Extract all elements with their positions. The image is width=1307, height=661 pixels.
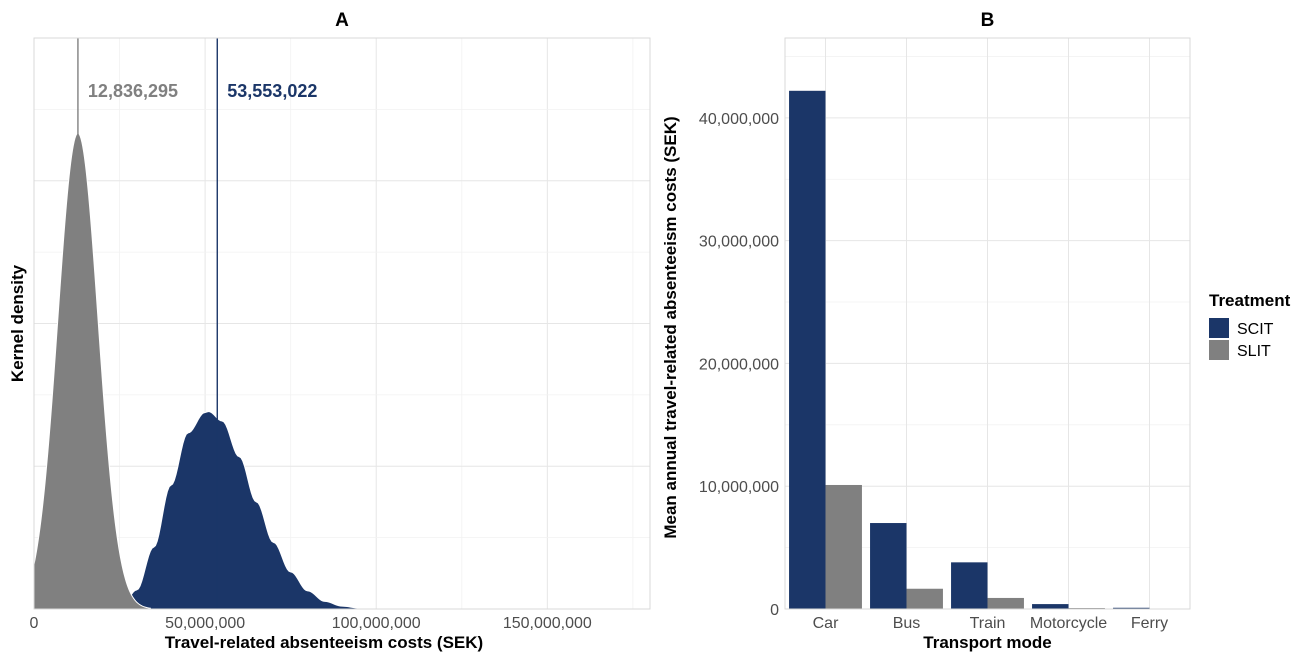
panel-a-density-plot: 12,836,295 53,553,022 0 50,000,000 100,000,… [8,10,650,652]
panel-a-title: A [335,10,349,31]
x-tick-label: 50,000,000 [165,615,245,632]
panel-b-x-tick-labels: Car Bus Train Motorcycle Ferry [813,615,1169,632]
legend-label-slit: SLIT [1237,343,1271,360]
y-tick-label: 10,000,000 [699,479,779,496]
mean-label-scit: 53,553,022 [227,81,317,101]
panel-a-x-tick-labels: 0 50,000,000 100,000,000 150,000,000 [30,615,592,632]
x-tick-label: Motorcycle [1030,615,1107,632]
bar-motorcycle-scit [1032,604,1068,609]
bar-car-scit [789,91,825,609]
legend-swatch-slit [1209,340,1229,360]
legend-label-scit: SCIT [1237,321,1274,338]
bar-car-slit [826,485,862,609]
x-tick-label: Train [970,615,1006,632]
mean-label-slit: 12,836,295 [88,81,178,101]
y-tick-label: 20,000,000 [699,356,779,373]
x-tick-label: Car [813,615,839,632]
panel-a-x-axis-title: Travel-related absenteeism costs (SEK) [165,633,483,652]
panel-b-x-axis-title: Transport mode [923,633,1051,652]
density-area-scit [109,412,376,609]
x-tick-label: Ferry [1131,615,1168,632]
x-tick-label: 100,000,000 [332,615,421,632]
legend: Treatment SCIT SLIT [1209,291,1291,360]
y-tick-label: 30,000,000 [699,234,779,251]
panel-a-y-axis-title: Kernel density [8,264,27,382]
panel-b-bar-chart: 0 10,000,000 20,000,000 30,000,000 40,000,00… [661,10,1190,652]
legend-swatch-scit [1209,318,1229,338]
bar-train-slit [988,598,1024,609]
bar-bus-scit [870,523,906,609]
panel-b-y-axis-title: Mean annual travel-related absenteeism c… [661,116,680,538]
panel-b-y-tick-labels: 0 10,000,000 20,000,000 30,000,000 40,000,00… [699,111,779,619]
y-tick-label: 0 [770,602,779,619]
bar-train-scit [951,562,987,609]
bar-bus-slit [907,589,943,609]
x-tick-label: Bus [893,615,921,632]
legend-title: Treatment [1209,291,1291,310]
x-tick-label: 0 [30,615,39,632]
panel-b-title: B [981,10,995,31]
legend-items: SCIT SLIT [1209,318,1274,360]
x-tick-label: 150,000,000 [503,615,592,632]
y-tick-label: 40,000,000 [699,111,779,128]
panel-a-gridlines [34,38,650,609]
